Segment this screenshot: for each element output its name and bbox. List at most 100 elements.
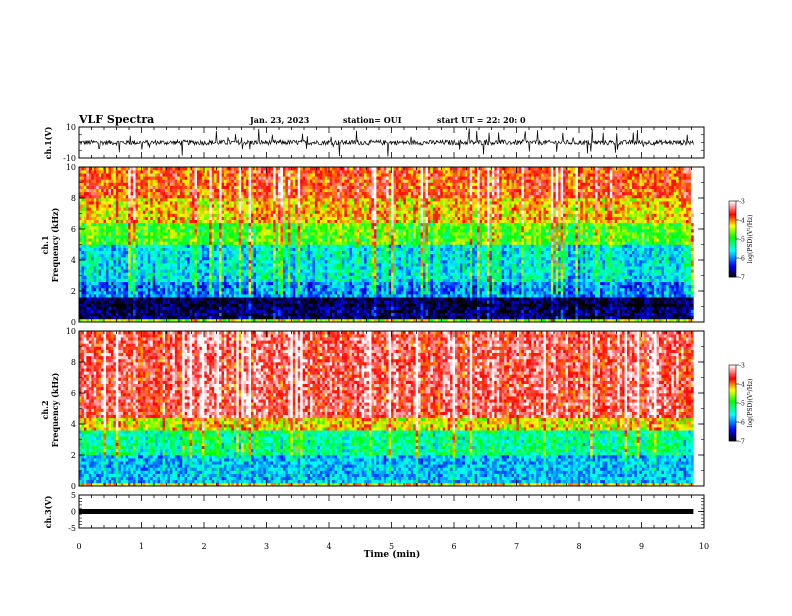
spectrogram-cell [251, 257, 254, 260]
spectrogram-cell [300, 307, 303, 310]
spectrogram-cell [136, 300, 139, 303]
spectrogram-cell [192, 201, 195, 204]
spectrogram-cell [155, 241, 158, 244]
spectrogram-cell [104, 251, 107, 254]
spectrogram-cell [229, 192, 232, 195]
spectrogram-cell [236, 217, 239, 220]
spectrogram-cell [217, 279, 220, 282]
spectrogram-cell [158, 251, 161, 254]
spectrogram-cell [160, 313, 163, 316]
spectrogram-cell [310, 217, 313, 220]
spectrogram-cell [148, 263, 151, 266]
spectrogram-cell [190, 189, 193, 192]
spectrogram-cell [219, 285, 222, 288]
spectrogram-cell [212, 300, 215, 303]
spectrogram-cell [84, 176, 87, 179]
spectrogram-cell [212, 241, 215, 244]
spectrogram-cell [113, 300, 116, 303]
spectrogram-cell [118, 313, 121, 316]
spectrogram-cell [281, 207, 284, 210]
spectrogram-cell [305, 297, 308, 300]
spectrogram-cell [104, 238, 107, 241]
spectrogram-cell [182, 300, 185, 303]
spectrogram-cell [192, 179, 195, 182]
spectrogram-cell [246, 201, 249, 204]
spectrogram-cell [293, 245, 296, 248]
spectrogram-cell [298, 189, 301, 192]
spectrogram-cell [136, 282, 139, 285]
spectrogram-cell [212, 195, 215, 198]
spectrogram-cell [123, 210, 126, 213]
spectrogram-cell [283, 263, 286, 266]
spectrogram-cell [111, 207, 114, 210]
spectrogram-cell [91, 300, 94, 303]
spectrogram-cell [153, 303, 156, 306]
spectrogram-cell [234, 226, 237, 229]
spectrogram-cell [253, 173, 256, 176]
spectrogram-cell [202, 226, 205, 229]
spectrogram-cell [182, 291, 185, 294]
spectrogram-cell [167, 192, 170, 195]
spectrogram-cell [136, 291, 139, 294]
spectrogram-cell [266, 192, 269, 195]
spectrogram-cell [99, 316, 102, 319]
spectrogram-cell [298, 167, 301, 170]
spectrogram-cell [295, 198, 298, 201]
spectrogram-cell [202, 220, 205, 223]
spectrogram-cell [138, 235, 141, 238]
spectrogram-cell [140, 223, 143, 226]
spectrogram-cell [140, 251, 143, 254]
spectrogram-cell [224, 276, 227, 279]
spectrogram-cell [268, 232, 271, 235]
spectrogram-cell [190, 217, 193, 220]
spectrogram-cell [108, 217, 111, 220]
spectrogram-cell [261, 220, 264, 223]
spectrogram-cell [195, 288, 198, 291]
spectrogram-cell [106, 223, 109, 226]
spectrogram-cell [212, 198, 215, 201]
spectrogram-cell [136, 183, 139, 186]
spectrogram-cell [285, 241, 288, 244]
spectrogram-cell [249, 291, 252, 294]
spectrogram-cell [163, 288, 166, 291]
spectrogram-cell [293, 316, 296, 319]
spectrogram-cell [165, 223, 168, 226]
spectrogram-cell [104, 214, 107, 217]
spectrogram-cell [81, 245, 84, 248]
spectrogram-cell [212, 313, 215, 316]
spectrogram-cell [99, 214, 102, 217]
spectrogram-cell [239, 238, 242, 241]
spectrogram-cell [281, 272, 284, 275]
spectrogram-cell [187, 220, 190, 223]
spectrogram-cell [180, 204, 183, 207]
spectrogram-cell [261, 210, 264, 213]
spectrogram-cell [94, 217, 97, 220]
spectrogram-cell [99, 266, 102, 269]
spectrogram-cell [214, 223, 217, 226]
spectrogram-cell [165, 210, 168, 213]
spectrogram-cell [170, 288, 173, 291]
spectrogram-cell [185, 232, 188, 235]
spectrogram-cell [214, 285, 217, 288]
spectrogram-cell [143, 269, 146, 272]
spectrogram-cell [234, 316, 237, 319]
spectrogram-cell [185, 282, 188, 285]
spectrogram-cell [136, 204, 139, 207]
spectrogram-cell [197, 183, 200, 186]
spectrogram-cell [209, 214, 212, 217]
spectrogram-cell [155, 214, 158, 217]
spectrogram-cell [136, 173, 139, 176]
spectrogram-cell [315, 300, 318, 303]
spectrogram-cell [263, 179, 266, 182]
spectrogram-cell [158, 204, 161, 207]
spectrogram-cell [187, 179, 190, 182]
spectrogram-cell [273, 282, 276, 285]
spectrogram-cell [177, 179, 180, 182]
spectrogram-cell [180, 297, 183, 300]
spectrogram-cell [278, 300, 281, 303]
spectrogram-cell [136, 201, 139, 204]
spectrogram-cell [104, 288, 107, 291]
spectrogram-cell [182, 173, 185, 176]
spectrogram-cell [123, 297, 126, 300]
